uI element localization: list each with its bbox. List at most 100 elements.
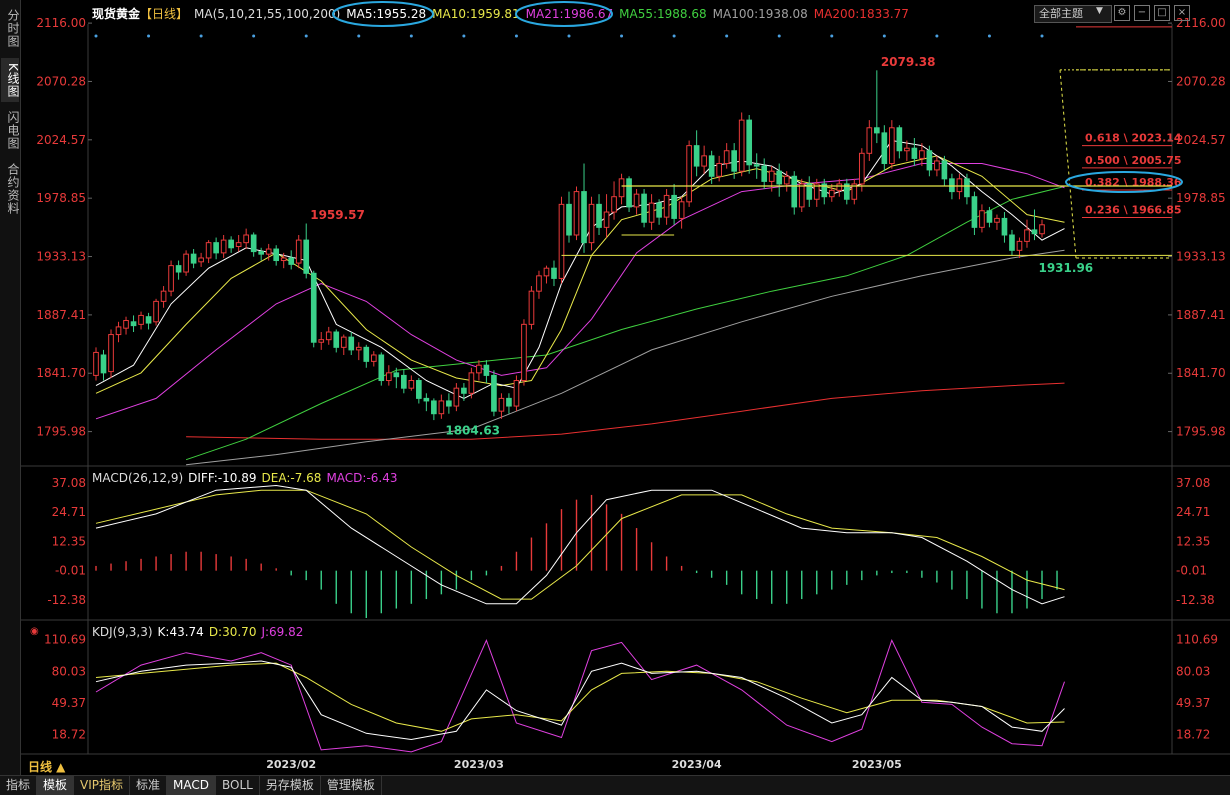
y-tick-label-left: 2024.57: [36, 133, 86, 147]
maximize-icon[interactable]: □: [1154, 5, 1170, 21]
minimize-icon[interactable]: −: [1134, 5, 1150, 21]
candle: [348, 336, 355, 351]
candle: [979, 210, 985, 228]
tab-templates[interactable]: 模板: [37, 776, 75, 795]
candle: [273, 248, 280, 262]
candle: [265, 248, 272, 255]
candle: [543, 267, 550, 277]
candle: [776, 170, 783, 185]
event-marker: [94, 34, 98, 38]
sidebar-tab-kline[interactable]: K线图: [1, 58, 20, 102]
candle: [588, 203, 595, 244]
tab-indicators[interactable]: 指标: [0, 776, 38, 795]
chart-canvas[interactable]: 现货黄金【日线】 MA(5,10,21,55,100,200) MA5:1955.2…: [0, 0, 1230, 775]
macd-diff-line: [95, 484, 1065, 605]
candle: [581, 191, 587, 244]
ma-value-1: MA10:1959.81: [432, 7, 520, 21]
candle: [1031, 229, 1038, 235]
candle: [768, 170, 775, 182]
macd-panel[interactable]: MACD(26,12,9) DIFF:-10.89 DEA:-7.68 MACD:-6…: [92, 471, 1065, 618]
candle: [423, 397, 430, 402]
y-tick-label-right: 2070.28: [1176, 74, 1226, 88]
candle: [228, 239, 234, 249]
x-tick-label: 2023/03: [454, 758, 504, 771]
candle: [994, 217, 1000, 223]
sidebar-tab-intraday[interactable]: 分时图: [6, 8, 20, 48]
sidebar-tab-flash[interactable]: 闪电图: [6, 110, 20, 150]
candle: [168, 265, 174, 292]
y-tick-label-right: 1887.41: [1176, 308, 1226, 322]
candle: [400, 374, 407, 389]
y-tick-label-left: 1795.98: [36, 425, 86, 439]
kdj-value-2: J:69.82: [260, 625, 303, 639]
theme-selector[interactable]: 全部主题: [1034, 5, 1112, 23]
kdj-panel[interactable]: ◉ KDJ(9,3,3) K:43.74 D:30.70 J:69.82: [30, 625, 1065, 753]
candle: [476, 364, 482, 374]
ma-value-3: MA55:1988.68: [619, 7, 707, 21]
kdj-y-tick-label-right: 18.72: [1176, 728, 1210, 742]
tab-save-template[interactable]: 另存模板: [260, 776, 321, 795]
tab-macd[interactable]: MACD: [167, 776, 217, 795]
candle: [633, 193, 640, 208]
kdj-d-line: [95, 662, 1065, 732]
event-marker: [567, 34, 571, 38]
candle: [783, 175, 790, 185]
tab-standard[interactable]: 标准: [130, 776, 168, 795]
candle: [385, 372, 392, 382]
candle: [806, 183, 813, 200]
ma-value-4: MA100:1938.08: [713, 7, 808, 21]
event-marker: [830, 34, 834, 38]
kdj-y-tick-label-left: 110.69: [44, 633, 86, 647]
candle: [678, 201, 685, 219]
settings-icon[interactable]: ⚙: [1114, 5, 1130, 21]
y-tick-label-right: 1978.85: [1176, 191, 1226, 205]
candle: [438, 400, 445, 415]
candle: [949, 178, 955, 193]
candle: [843, 183, 850, 200]
sidebar-tab-contract-info[interactable]: 合约资料: [6, 163, 20, 215]
candle: [738, 119, 745, 172]
candle: [93, 351, 99, 376]
macd-y-tick-label-right: -12.38: [1176, 593, 1215, 607]
y-tick-label-left: 1887.41: [36, 308, 86, 322]
candle: [513, 380, 520, 407]
y-tick-label-right: 2024.57: [1176, 133, 1226, 147]
ma55-line: [185, 186, 1065, 461]
candle: [813, 183, 820, 200]
candle: [566, 203, 572, 236]
tab-vip-indicators[interactable]: VIP指标: [74, 776, 131, 795]
kdj-y-tick-label-right: 80.03: [1176, 664, 1210, 678]
price-panel[interactable]: 现货黄金【日线】 MA(5,10,21,55,100,200) MA5:1955.2…: [92, 6, 1182, 466]
close-icon[interactable]: ×: [1174, 5, 1190, 21]
highlight-oval-ma5: [332, 1, 434, 27]
candle: [453, 387, 460, 407]
candle: [175, 265, 182, 273]
price-annotation: 1804.63: [445, 424, 500, 438]
x-tick-label: 2023/02: [266, 758, 316, 771]
event-marker: [987, 34, 991, 38]
tab-boll[interactable]: BOLL: [216, 776, 260, 795]
candle: [258, 251, 265, 255]
candle: [378, 354, 385, 382]
candle: [310, 272, 317, 343]
candle: [1039, 224, 1045, 235]
price-annotation: 1959.57: [310, 208, 365, 222]
y-tick-label-left: 1841.70: [36, 366, 86, 380]
event-marker: [672, 34, 676, 38]
ma5-line: [95, 139, 1065, 399]
x-tick-label: 2023/04: [672, 758, 722, 771]
price-annotation: 2079.38: [881, 55, 936, 69]
period-selector[interactable]: 日线 ▲: [28, 760, 66, 774]
candle: [220, 239, 227, 254]
candle: [881, 132, 888, 165]
tab-manage-templates[interactable]: 管理模板: [321, 776, 382, 795]
candle: [828, 189, 835, 198]
candle: [498, 397, 505, 412]
ma200-line: [186, 382, 1065, 440]
ma10-line: [95, 155, 1065, 394]
candle: [858, 152, 865, 185]
candle: [761, 165, 768, 182]
candle: [340, 336, 347, 348]
y-tick-label-right: 1933.13: [1176, 250, 1226, 264]
ma100-line: [186, 249, 1065, 466]
